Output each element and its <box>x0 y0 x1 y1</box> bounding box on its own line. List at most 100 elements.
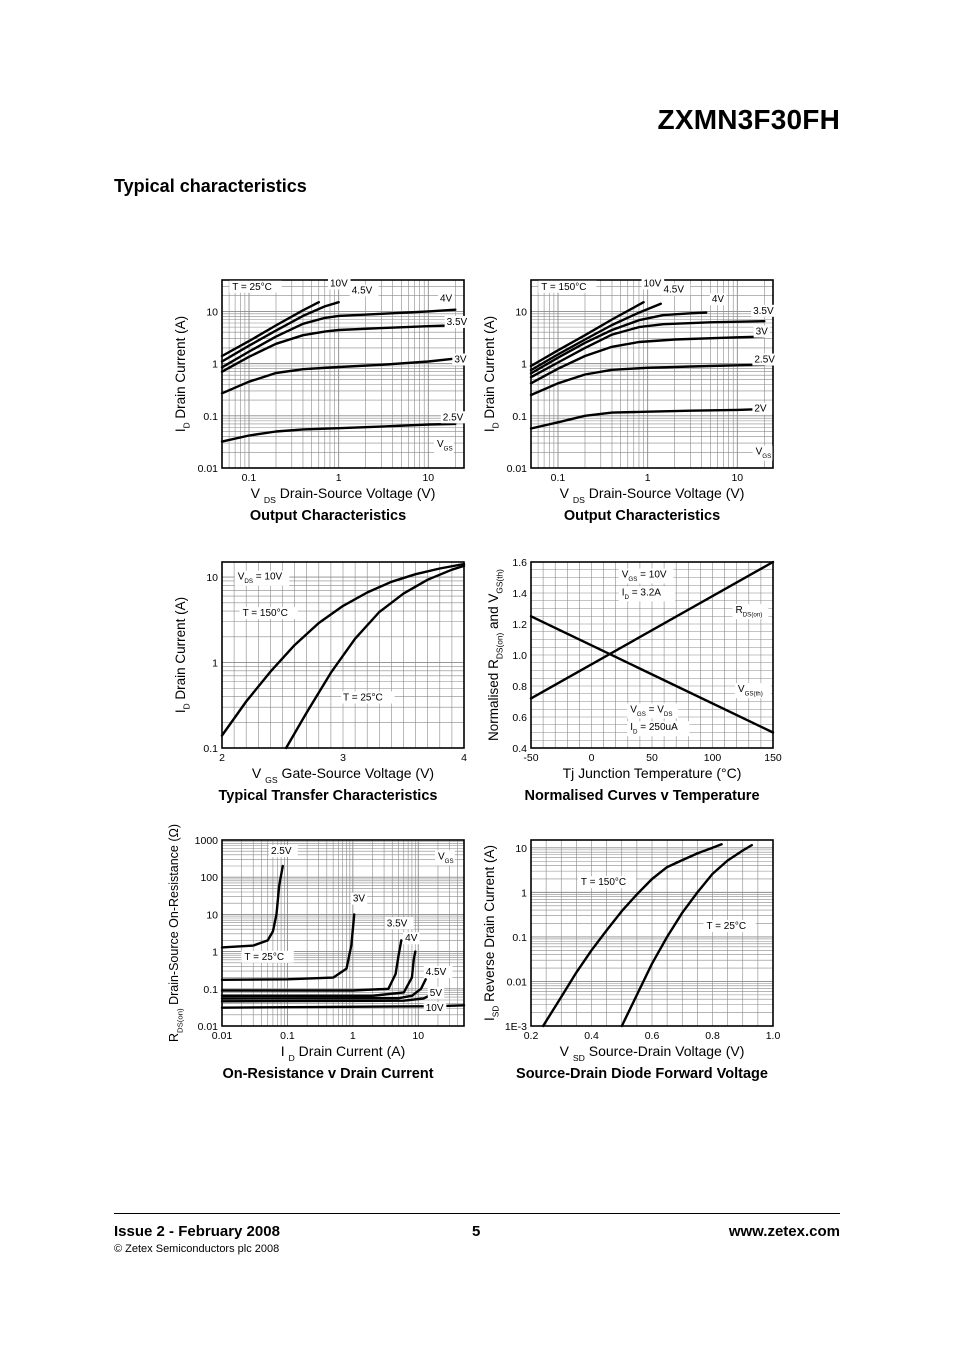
series-label-bg <box>641 277 665 290</box>
annotation-bg <box>752 445 773 461</box>
y-tick-label: 10 <box>206 572 218 584</box>
series-4v <box>529 311 708 375</box>
y-tick-label: 0.1 <box>203 984 218 996</box>
y-axis-label: Normalised RDS(on) and VGS(th) <box>486 569 505 741</box>
y-axis-label: RDS(on) Drain-Source On-Resistance (Ω) <box>167 824 184 1042</box>
annotation-bg <box>234 570 290 586</box>
y-tick-label: 0.6 <box>512 712 527 724</box>
y-tick-label: 1.0 <box>512 650 527 662</box>
x-tick-label: 2 <box>219 752 225 764</box>
series-label-bg <box>444 315 474 328</box>
x-tick-label: 50 <box>646 752 658 764</box>
y-axis-label: ID Drain Current (A) <box>173 316 192 432</box>
chart-title: On-Resistance v Drain Current <box>222 1066 433 1082</box>
x-tick-label: -50 <box>523 752 538 764</box>
y-tick-label: 1 <box>212 359 218 371</box>
series-label: 3V <box>353 894 366 905</box>
annotation-bg <box>627 721 690 737</box>
series-label: 3.5V <box>447 317 468 328</box>
annotation: VDS = 10V <box>238 572 283 586</box>
series-label-bg <box>751 304 780 317</box>
series-label: 3.5V <box>387 918 408 929</box>
y-tick-label: 0.01 <box>198 463 219 475</box>
series-label-bg <box>350 892 368 905</box>
series-label: 10V <box>644 279 662 290</box>
series-3-5v <box>220 939 403 992</box>
annotation-bg <box>538 280 597 293</box>
series-label: 4V <box>440 293 453 304</box>
series-3-5v <box>529 320 766 379</box>
annotation: RDS(on) <box>735 605 762 619</box>
y-tick-label: 1 <box>521 887 527 899</box>
series-label: 4V <box>712 294 725 305</box>
series-label-bg <box>752 402 769 415</box>
grid <box>531 280 773 468</box>
plot-frame <box>530 561 774 749</box>
annotation-bg <box>577 876 637 889</box>
x-tick-label: 100 <box>704 752 722 764</box>
series-label: 10V <box>330 279 348 290</box>
series-5v <box>220 993 433 1003</box>
annotation-bg <box>434 850 455 866</box>
x-tick-label: 1 <box>645 472 651 484</box>
x-tick-label: 150 <box>764 752 782 764</box>
series-label: T = 25°C <box>343 692 383 703</box>
annotation: VGS = 10V <box>622 570 667 584</box>
chart-onres: 0.01 0.1 1 10 0.01 0.1 1 10 100 1000 2.5V 3V 3.5V 4V 4… <box>167 824 466 1082</box>
series-label: 2.5V <box>754 355 775 366</box>
y-tick-label: 1.6 <box>512 557 527 569</box>
series-label-bg <box>752 353 782 366</box>
footer-issue: Issue 2 - February 2008 <box>114 1223 280 1240</box>
series-label: 3V <box>756 327 769 338</box>
series-4-5v <box>220 978 427 1000</box>
series-10v <box>529 301 645 368</box>
y-tick-label: 10 <box>206 306 218 318</box>
x-tick-label: 1 <box>350 1030 356 1042</box>
series-2v <box>529 407 766 430</box>
series-label-bg <box>423 1002 447 1015</box>
series-label-bg <box>427 986 445 999</box>
annotation-bg <box>434 438 454 454</box>
series-label: 3V <box>454 355 467 366</box>
grid <box>531 840 773 1026</box>
series-label-bg <box>268 845 298 858</box>
annotation: ID = 3.2A <box>622 587 662 601</box>
annotation-bg <box>618 586 676 602</box>
chart-diode: 0.2 0.4 0.6 0.8 1.0 1E-3 0.01 0.1 1 10 T = 150°C T … <box>482 839 780 1082</box>
series-2-5v <box>529 363 766 397</box>
series-label: 2.5V <box>443 412 464 423</box>
y-tick-label: 1 <box>212 947 218 959</box>
y-tick-label: 1000 <box>195 835 219 847</box>
x-tick-label: 0.4 <box>584 1030 599 1042</box>
y-tick-label: 0.1 <box>512 411 527 423</box>
series-r <box>529 560 775 700</box>
series-label-bg <box>438 292 455 305</box>
plot-frame <box>221 279 465 469</box>
y-tick-label: 0.01 <box>507 976 528 988</box>
x-tick-label: 10 <box>731 472 743 484</box>
plot-frame <box>221 839 465 1027</box>
series-t-150-c <box>220 562 466 737</box>
series-label-bg <box>341 691 395 704</box>
x-tick-label: 1 <box>336 472 342 484</box>
series-label: 3.5V <box>753 306 774 317</box>
series-label-bg <box>423 965 453 978</box>
series-label: 2.5V <box>271 846 292 857</box>
annotation: T = 150°C <box>541 282 586 293</box>
annotation-bg <box>703 920 756 933</box>
series-10v <box>220 301 320 358</box>
annotation-bg <box>239 607 298 620</box>
x-tick-label: 3 <box>340 752 346 764</box>
series-label: 10V <box>426 1003 444 1014</box>
y-tick-label: 1.2 <box>512 619 527 631</box>
x-axis-label: Tj Junction Temperature (°C) <box>563 765 742 781</box>
series-label: 2V <box>754 404 767 415</box>
x-axis-label: V GS Gate-Source Voltage (V) <box>252 765 434 785</box>
y-tick-label: 10 <box>515 843 527 855</box>
series-2-5v <box>220 864 284 949</box>
annotation: VGS <box>756 447 772 461</box>
annotation: T = 25°C <box>706 921 746 932</box>
series-label-bg <box>753 325 771 338</box>
